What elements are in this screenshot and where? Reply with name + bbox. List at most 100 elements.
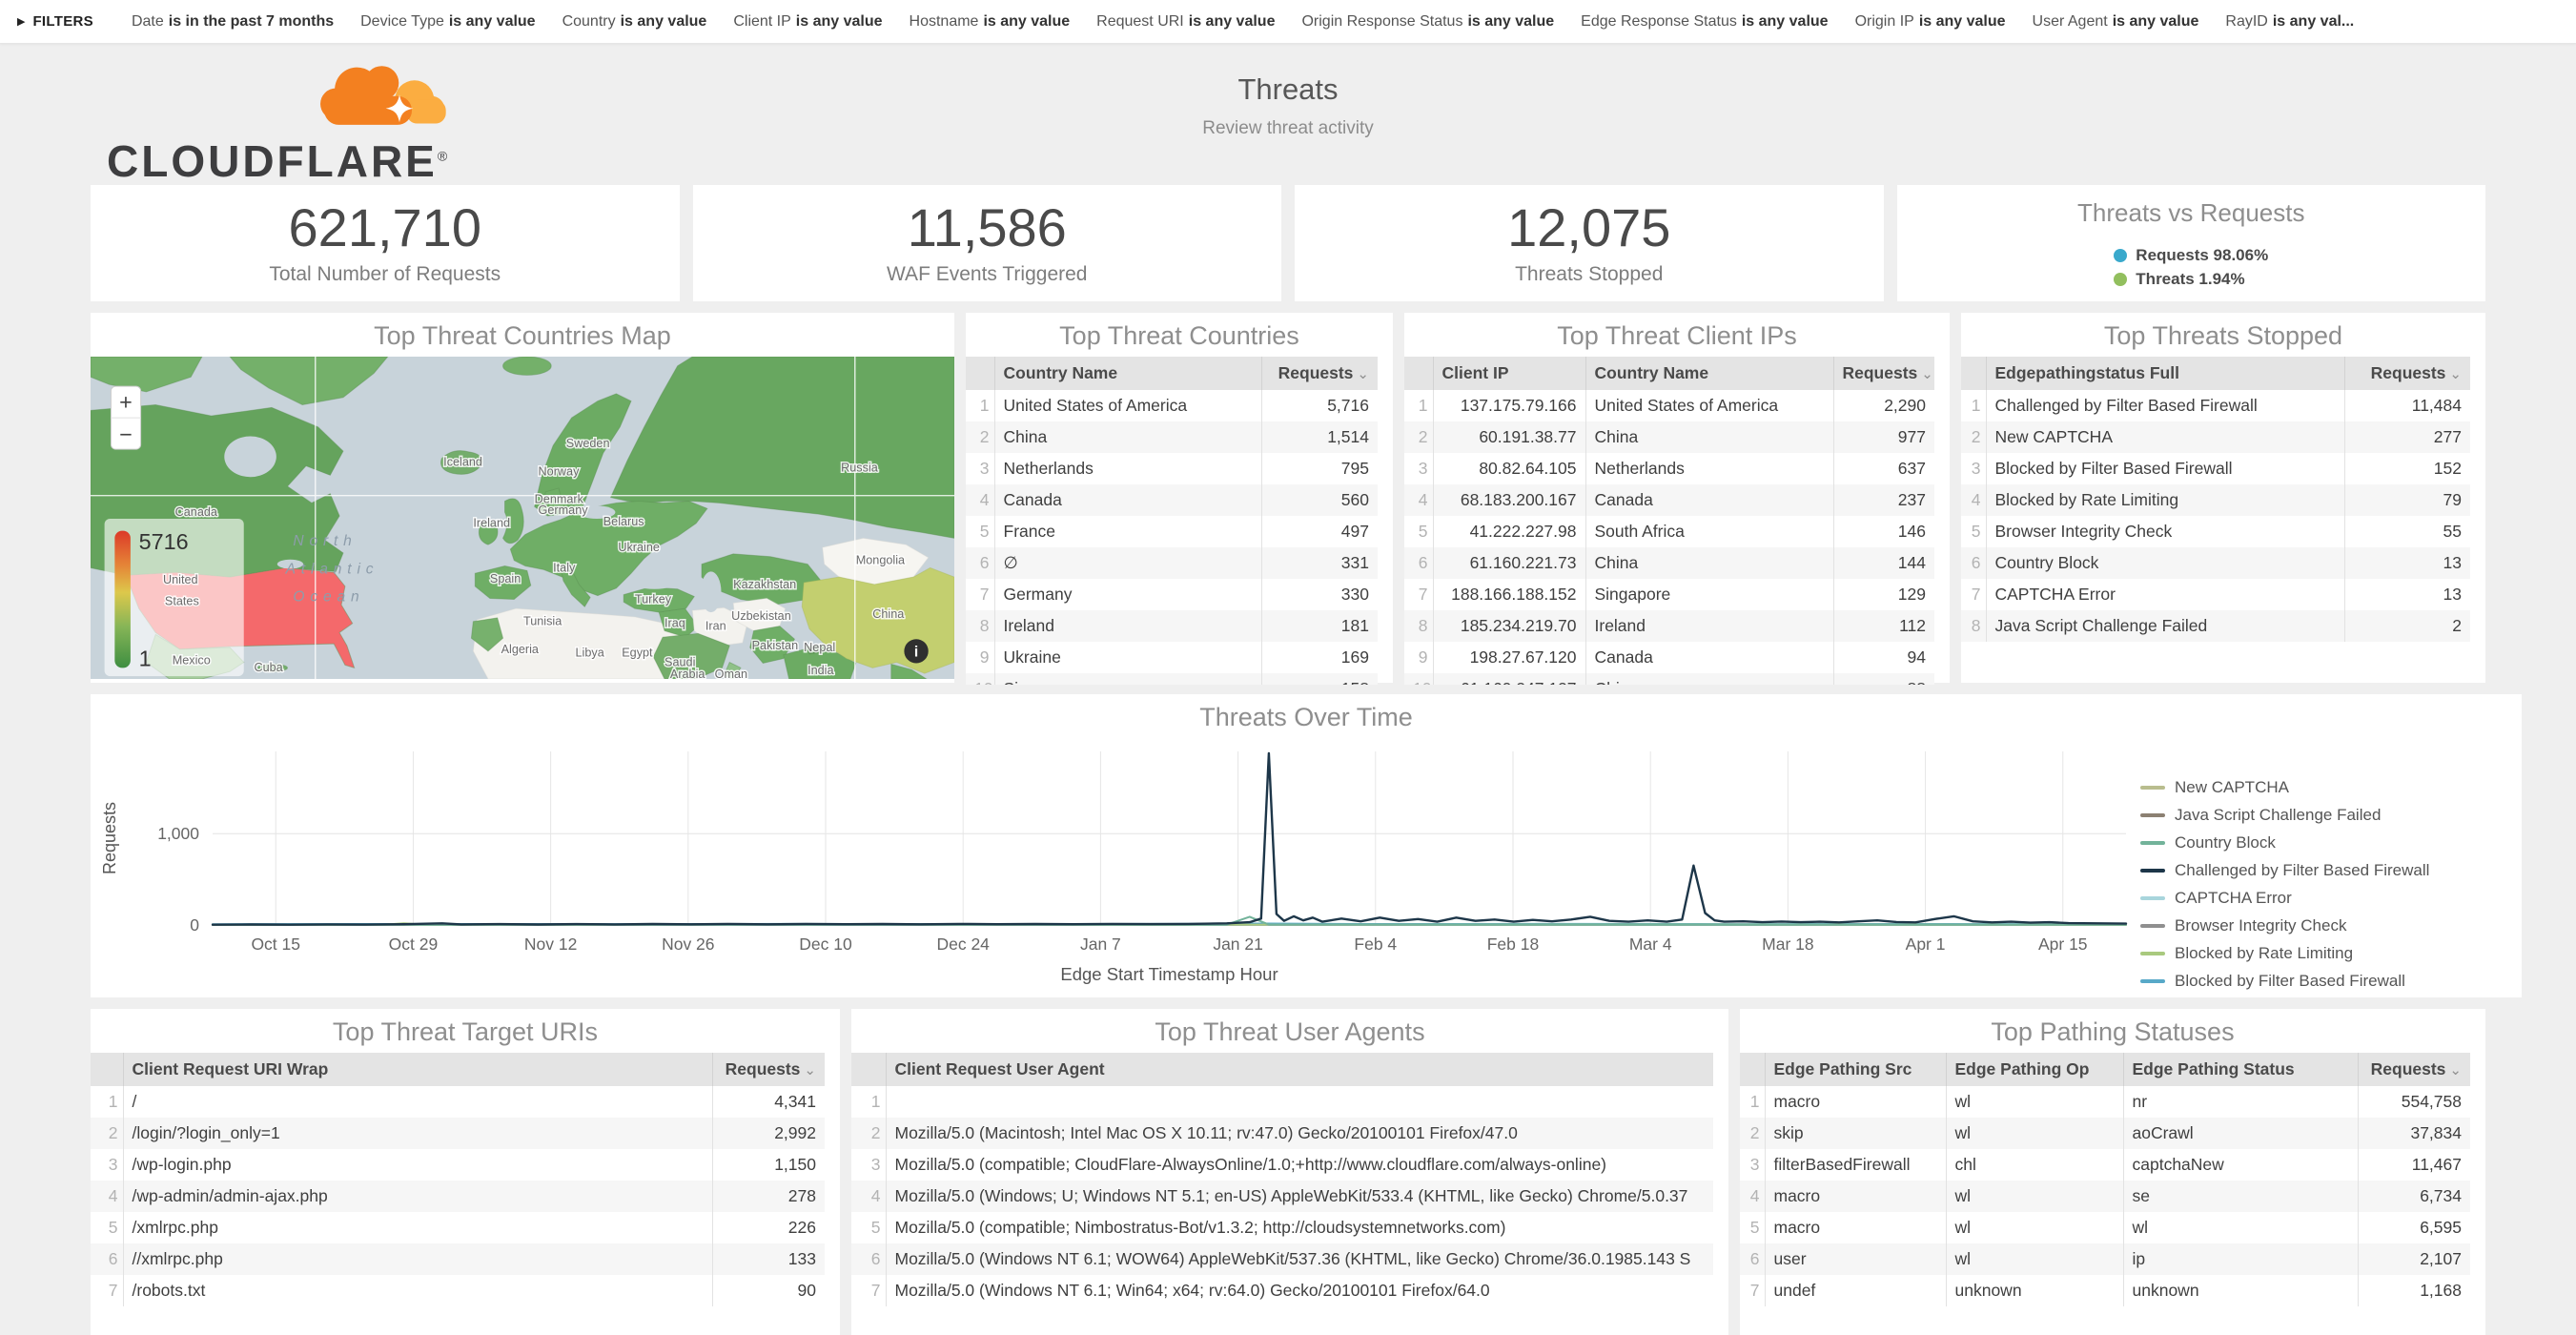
column-header[interactable]: Edge Pathing Src [1764,1053,1946,1086]
chart-legend-item[interactable]: Blocked by Rate Limiting [2140,944,2522,963]
column-header[interactable]: Edge Pathing Op [1945,1053,2123,1086]
chart-legend-item[interactable]: New CAPTCHA [2140,778,2522,797]
table-row[interactable]: 5 macro wl wl 6,595 [1740,1212,2470,1243]
filter-item-origin-response-status[interactable]: Origin Response Status is any value [1301,13,1554,31]
map-country-greenland[interactable] [229,356,389,406]
table-row[interactable]: 4 Canada 560 [966,484,1378,516]
filters-label[interactable]: FILTERS [32,13,93,30]
column-header[interactable]: Country Name [993,357,1261,390]
table-row[interactable]: 7 Mozilla/5.0 (Windows NT 6.1; Win64; x64… [851,1275,1713,1306]
table-row[interactable]: 2 New CAPTCHA 277 [1961,421,2470,453]
filter-item-rayid[interactable]: RayID is any val... [2225,13,2354,31]
filter-item-request-uri[interactable]: Request URI is any value [1096,13,1275,31]
column-header[interactable]: Edge Pathing Status [2122,1053,2358,1086]
table-row[interactable]: 1 Challenged by Filter Based Firewall 11,4… [1961,390,2470,421]
map-country-cuba[interactable] [256,663,289,672]
map-country-scandinavia[interactable] [534,393,632,517]
table-row[interactable]: 7 Germany 330 [966,579,1378,610]
map-country-uk[interactable] [501,498,524,544]
column-header[interactable]: Requests ⌄ [1832,357,1934,390]
map-country-russia[interactable] [609,356,955,539]
table-row[interactable]: 5 France 497 [966,516,1378,547]
map-country-ireland[interactable] [478,521,499,545]
table-row[interactable]: 4/wp-admin/admin-ajax.php 278 [91,1181,825,1212]
table-row[interactable]: 6 ∅ 331 [966,547,1378,579]
table-row[interactable]: 1 macro wl nr 554,758 [1740,1086,2470,1118]
table-row[interactable]: 1 137.175.79.166 United States of America 2… [1404,390,1934,421]
table-row[interactable]: 3 Netherlands 795 [966,453,1378,484]
chart-legend-item[interactable]: Browser Integrity Check [2140,916,2522,935]
world-choropleth-map[interactable]: 5716 1 Canada United States Mexico Cuba Icela… [90,356,955,682]
map-country-pakistan[interactable] [749,626,796,665]
column-header[interactable]: Requests ⌄ [2343,357,2470,390]
column-header[interactable]: Requests ⌄ [2357,1053,2470,1086]
table-row[interactable]: 9 Ukraine 169 [966,642,1378,673]
column-header[interactable]: Requests ⌄ [1260,357,1378,390]
column-header[interactable]: Client IP [1432,357,1585,390]
table-row[interactable]: 3/wp-login.php 1,150 [91,1149,825,1181]
table-row[interactable]: 1/4,341 [91,1086,825,1118]
filter-item-origin-ip[interactable]: Origin IP is any value [1855,13,2006,31]
table-row[interactable]: 8 185.234.219.70 Ireland 112 [1404,610,1934,642]
table-row[interactable]: 7/robots.txt 90 [91,1275,825,1306]
filter-item-device-type[interactable]: Device Type is any value [360,13,535,31]
filter-item-client-ip[interactable]: Client IP is any value [733,13,882,31]
map-country-iraq[interactable] [658,607,699,638]
filter-item-user-agent[interactable]: User Agent is any value [2033,13,2199,31]
table-row[interactable]: 8 Ireland 181 [966,610,1378,642]
map-country-saudi-arabia[interactable] [652,632,730,680]
chart-legend-item[interactable]: Country Block [2140,833,2522,852]
table-row[interactable]: 6 Mozilla/5.0 (Windows NT 6.1; WOW64) App… [851,1243,1713,1275]
table-row[interactable]: 2 skip wl aoCrawl 37,834 [1740,1118,2470,1149]
column-header[interactable]: Client Request URI Wrap [122,1053,712,1086]
zoom-in-icon[interactable]: + [119,389,133,414]
table-row[interactable]: 6//xmlrpc.php 133 [91,1243,825,1275]
table-row[interactable]: 2 Mozilla/5.0 (Macintosh; Intel Mac OS X … [851,1118,1713,1149]
column-header[interactable]: Edgepathingstatus Full [1985,357,2344,390]
map-region-europe[interactable] [509,501,708,597]
column-header[interactable]: Country Name [1584,357,1833,390]
table-row[interactable]: 9 198.27.67.120 Canada 94 [1404,642,1934,673]
chart-legend-item[interactable]: Blocked by Filter Based Firewall [2140,972,2522,991]
filter-item-country[interactable]: Country is any value [562,13,707,31]
map-country-italy[interactable] [560,565,591,608]
table-row[interactable]: 4 Blocked by Rate Limiting 79 [1961,484,2470,516]
filter-item-hostname[interactable]: Hostname is any value [910,13,1071,31]
table-row[interactable]: 1 United States of America 5,716 [966,390,1378,421]
table-row[interactable]: 4 68.183.200.167 Canada 237 [1404,484,1934,516]
table-row[interactable]: 5 Browser Integrity Check 55 [1961,516,2470,547]
table-row[interactable]: 3 80.82.64.105 Netherlands 637 [1404,453,1934,484]
filter-item-date[interactable]: Date is in the past 7 months [132,13,334,31]
table-row[interactable]: 4 Mozilla/5.0 (Windows; U; Windows NT 5.1… [851,1181,1713,1212]
filters-expand-icon[interactable]: ▶ [17,16,26,28]
table-row[interactable]: 8 Java Script Challenge Failed 2 [1961,610,2470,642]
table-row[interactable]: 2 60.191.38.77 China 977 [1404,421,1934,453]
map-country-arctic[interactable] [90,356,203,393]
table-row[interactable]: 10Singapore158 [966,673,1378,685]
chart-legend-item[interactable]: CAPTCHA Error [2140,889,2522,908]
table-row[interactable]: 2/login/?login_only=1 2,992 [91,1118,825,1149]
table-row[interactable]: 1 [851,1086,1713,1118]
table-row[interactable]: 6 61.160.221.73 China 144 [1404,547,1934,579]
chart-legend-item[interactable]: Challenged by Filter Based Firewall [2140,861,2522,880]
table-row[interactable]: 1061.160.247.127China88 [1404,673,1934,685]
filter-item-edge-response-status[interactable]: Edge Response Status is any value [1581,13,1828,31]
table-row[interactable]: 5 41.222.227.98 South Africa 146 [1404,516,1934,547]
table-row[interactable]: 6 Country Block 13 [1961,547,2470,579]
table-row[interactable]: 7 188.166.188.152 Singapore 129 [1404,579,1934,610]
table-row[interactable]: 2 China 1,514 [966,421,1378,453]
table-row[interactable]: 5 Mozilla/5.0 (compatible; Nimbostratus-B… [851,1212,1713,1243]
map-country-denmark[interactable] [542,487,563,509]
map-info-button[interactable]: i [904,639,929,664]
table-row[interactable]: 3 filterBasedFirewall chl captchaNew 11,467 [1740,1149,2470,1181]
map-country-spain[interactable] [474,565,532,600]
zoom-out-icon[interactable]: − [119,421,133,446]
map-country-iceland[interactable] [440,450,483,475]
table-row[interactable]: 3 Blocked by Filter Based Firewall 152 [1961,453,2470,484]
table-row[interactable]: 3 Mozilla/5.0 (compatible; CloudFlare-Alw… [851,1149,1713,1181]
table-row[interactable]: 6 user wl ip 2,107 [1740,1243,2470,1275]
column-header[interactable]: Client Request User Agent [885,1053,1713,1086]
table-row[interactable]: 5/xmlrpc.php 226 [91,1212,825,1243]
table-row[interactable]: 7 undef unknown unknown 1,168 [1740,1275,2470,1306]
chart-legend-item[interactable]: Java Script Challenge Failed [2140,806,2522,825]
